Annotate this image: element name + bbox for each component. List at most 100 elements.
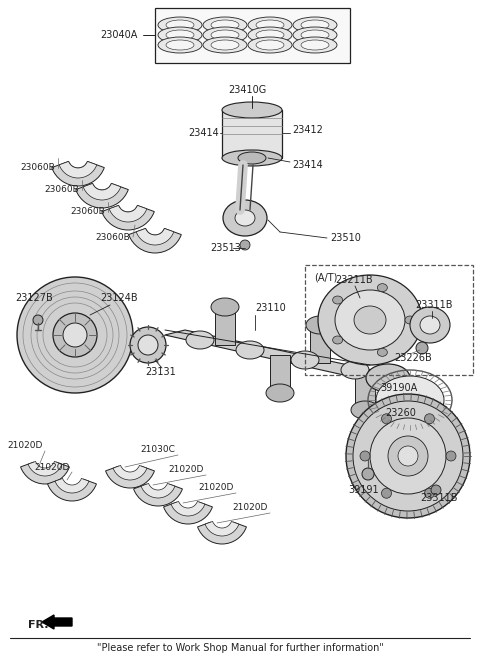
Text: 21020D: 21020D [7, 442, 42, 451]
Text: 23311B: 23311B [420, 493, 457, 503]
Ellipse shape [293, 37, 337, 53]
Wedge shape [59, 162, 97, 178]
Ellipse shape [33, 315, 43, 325]
Ellipse shape [130, 327, 166, 363]
Text: "Please refer to Work Shop Manual for further information": "Please refer to Work Shop Manual for fu… [96, 643, 384, 653]
Text: 23513: 23513 [210, 243, 241, 253]
Wedge shape [136, 229, 174, 245]
Text: 39191: 39191 [348, 485, 379, 495]
Text: 23060B: 23060B [70, 208, 105, 217]
Ellipse shape [63, 323, 87, 347]
Ellipse shape [158, 17, 202, 33]
Bar [222, 110, 282, 158]
Ellipse shape [416, 342, 428, 354]
Text: 23412: 23412 [292, 125, 323, 135]
Ellipse shape [353, 401, 463, 511]
Ellipse shape [366, 364, 410, 392]
Wedge shape [109, 206, 147, 222]
Ellipse shape [222, 102, 282, 118]
Ellipse shape [360, 451, 370, 461]
Wedge shape [52, 162, 104, 186]
Ellipse shape [431, 485, 441, 495]
Bar [155, 8, 350, 63]
Ellipse shape [293, 17, 337, 33]
Ellipse shape [166, 40, 194, 50]
Polygon shape [270, 355, 290, 393]
Ellipse shape [405, 316, 415, 324]
Ellipse shape [370, 418, 446, 494]
Ellipse shape [333, 336, 343, 344]
Text: 21030C: 21030C [140, 445, 175, 455]
Wedge shape [129, 229, 181, 253]
Ellipse shape [256, 40, 284, 50]
Text: (A/T): (A/T) [314, 273, 337, 283]
Text: 39190A: 39190A [380, 383, 417, 393]
Ellipse shape [211, 30, 239, 40]
Ellipse shape [346, 394, 470, 518]
Ellipse shape [203, 37, 247, 53]
Text: 23311B: 23311B [415, 300, 453, 310]
Ellipse shape [318, 275, 422, 365]
Wedge shape [102, 206, 154, 230]
Text: 23124B: 23124B [100, 293, 138, 303]
Ellipse shape [211, 20, 239, 30]
Ellipse shape [424, 488, 434, 498]
Text: 23414: 23414 [188, 128, 219, 138]
Ellipse shape [371, 369, 399, 387]
Ellipse shape [166, 30, 194, 40]
Wedge shape [48, 479, 96, 501]
Ellipse shape [53, 313, 97, 357]
Text: 23510: 23510 [330, 233, 361, 243]
Ellipse shape [240, 240, 250, 250]
Wedge shape [198, 522, 246, 544]
Ellipse shape [186, 331, 214, 349]
Ellipse shape [17, 277, 133, 393]
FancyArrow shape [42, 615, 72, 629]
Ellipse shape [398, 446, 418, 466]
Wedge shape [141, 484, 175, 498]
Wedge shape [76, 183, 128, 208]
Ellipse shape [293, 27, 337, 43]
Text: 21020D: 21020D [198, 484, 233, 493]
Ellipse shape [211, 298, 239, 316]
Text: 23110: 23110 [255, 303, 286, 313]
Wedge shape [205, 522, 239, 536]
Ellipse shape [211, 40, 239, 50]
Ellipse shape [420, 316, 440, 334]
Polygon shape [355, 372, 375, 410]
Text: FR.: FR. [28, 620, 48, 630]
Text: 23410G: 23410G [228, 85, 266, 95]
Ellipse shape [266, 384, 294, 402]
Text: 21020D: 21020D [34, 463, 70, 472]
Text: 23060B: 23060B [20, 164, 55, 173]
Text: 23211B: 23211B [335, 275, 372, 285]
Ellipse shape [301, 40, 329, 50]
Ellipse shape [362, 468, 374, 480]
Wedge shape [83, 183, 121, 200]
Ellipse shape [203, 27, 247, 43]
Ellipse shape [158, 27, 202, 43]
Ellipse shape [138, 335, 158, 355]
Ellipse shape [410, 307, 450, 343]
Ellipse shape [388, 436, 428, 476]
Polygon shape [215, 307, 235, 345]
Wedge shape [113, 465, 147, 480]
Text: 23260: 23260 [385, 408, 416, 418]
Ellipse shape [236, 341, 264, 359]
Wedge shape [164, 502, 213, 524]
Ellipse shape [256, 20, 284, 30]
Polygon shape [310, 325, 330, 363]
Ellipse shape [301, 20, 329, 30]
Wedge shape [28, 461, 62, 476]
Ellipse shape [424, 414, 434, 424]
Ellipse shape [291, 351, 319, 369]
Ellipse shape [256, 30, 284, 40]
Bar [305, 265, 473, 375]
Ellipse shape [301, 30, 329, 40]
Text: 23414: 23414 [292, 160, 323, 170]
Wedge shape [171, 501, 205, 516]
Ellipse shape [235, 210, 255, 226]
Ellipse shape [166, 20, 194, 30]
Ellipse shape [351, 401, 379, 419]
Text: 23060B: 23060B [95, 233, 130, 242]
